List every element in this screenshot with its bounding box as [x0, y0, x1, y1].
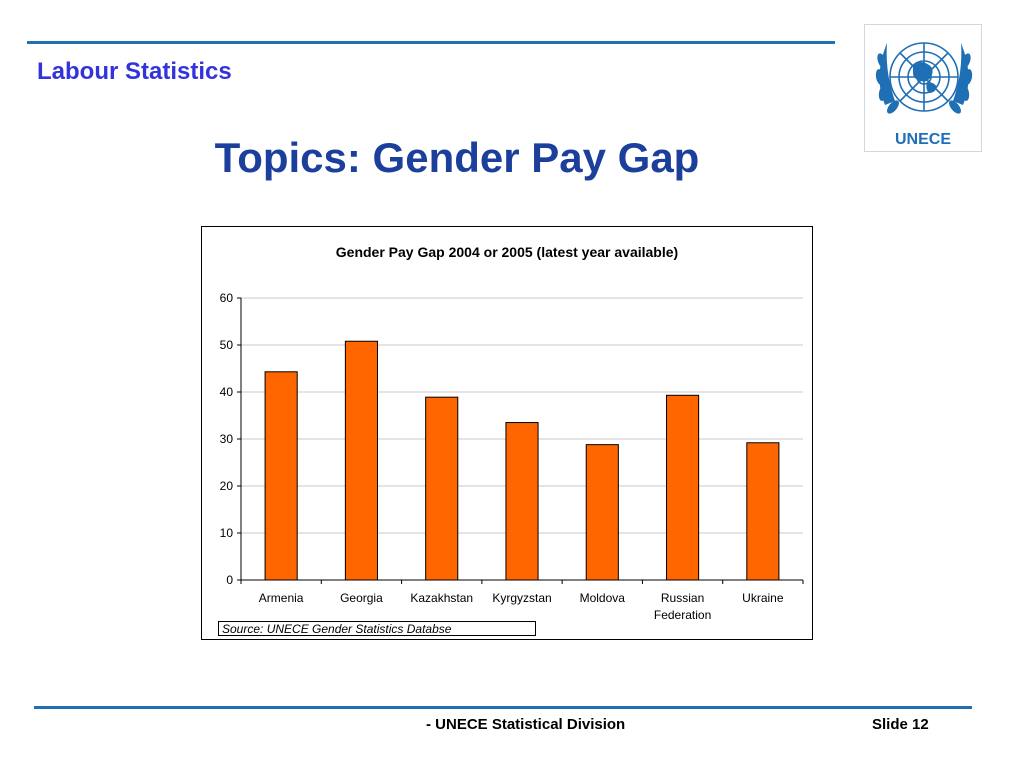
x-tick-label: Kyrgyzstan — [492, 591, 551, 605]
bottom-divider — [34, 706, 972, 709]
logo-text: UNECE — [894, 131, 951, 148]
y-tick-label: 30 — [220, 432, 234, 446]
x-tick-label: Federation — [654, 608, 711, 622]
un-emblem-icon — [875, 42, 973, 114]
y-tick-label: 40 — [220, 385, 234, 399]
bar — [505, 422, 539, 581]
bar — [425, 396, 459, 581]
y-tick-label: 20 — [220, 479, 234, 493]
y-tick-label: 10 — [220, 526, 234, 540]
bar — [585, 444, 619, 581]
x-tick-label: Armenia — [259, 591, 304, 605]
chart-source-note: Source: UNECE Gender Statistics Databse — [218, 621, 536, 636]
footer-organization: - UNECE Statistical Division — [426, 716, 626, 733]
slide-number: Slide 12 — [872, 716, 929, 733]
x-tick-label: Georgia — [340, 591, 383, 605]
x-tick-label: Ukraine — [742, 591, 784, 605]
y-tick-label: 0 — [226, 573, 233, 587]
bar — [666, 394, 700, 581]
slide-title: Topics: Gender Pay Gap — [214, 134, 700, 181]
unece-logo: UNECE — [864, 24, 982, 152]
bar — [344, 340, 378, 581]
x-tick-label: Kazakhstan — [410, 591, 473, 605]
x-tick-label: Moldova — [580, 591, 626, 605]
x-tick-label: Russian — [661, 591, 704, 605]
top-divider — [27, 41, 835, 44]
chart-title: Gender Pay Gap 2004 or 2005 (latest year… — [336, 244, 678, 260]
bar — [746, 442, 780, 581]
section-title: Labour Statistics — [37, 58, 232, 85]
bar-chart: Gender Pay Gap 2004 or 2005 (latest year… — [220, 244, 804, 622]
bar — [264, 371, 298, 581]
chart-area: Gender Pay Gap 2004 or 2005 (latest year… — [201, 226, 813, 640]
y-tick-label: 50 — [220, 338, 234, 352]
y-tick-label: 60 — [220, 291, 234, 305]
